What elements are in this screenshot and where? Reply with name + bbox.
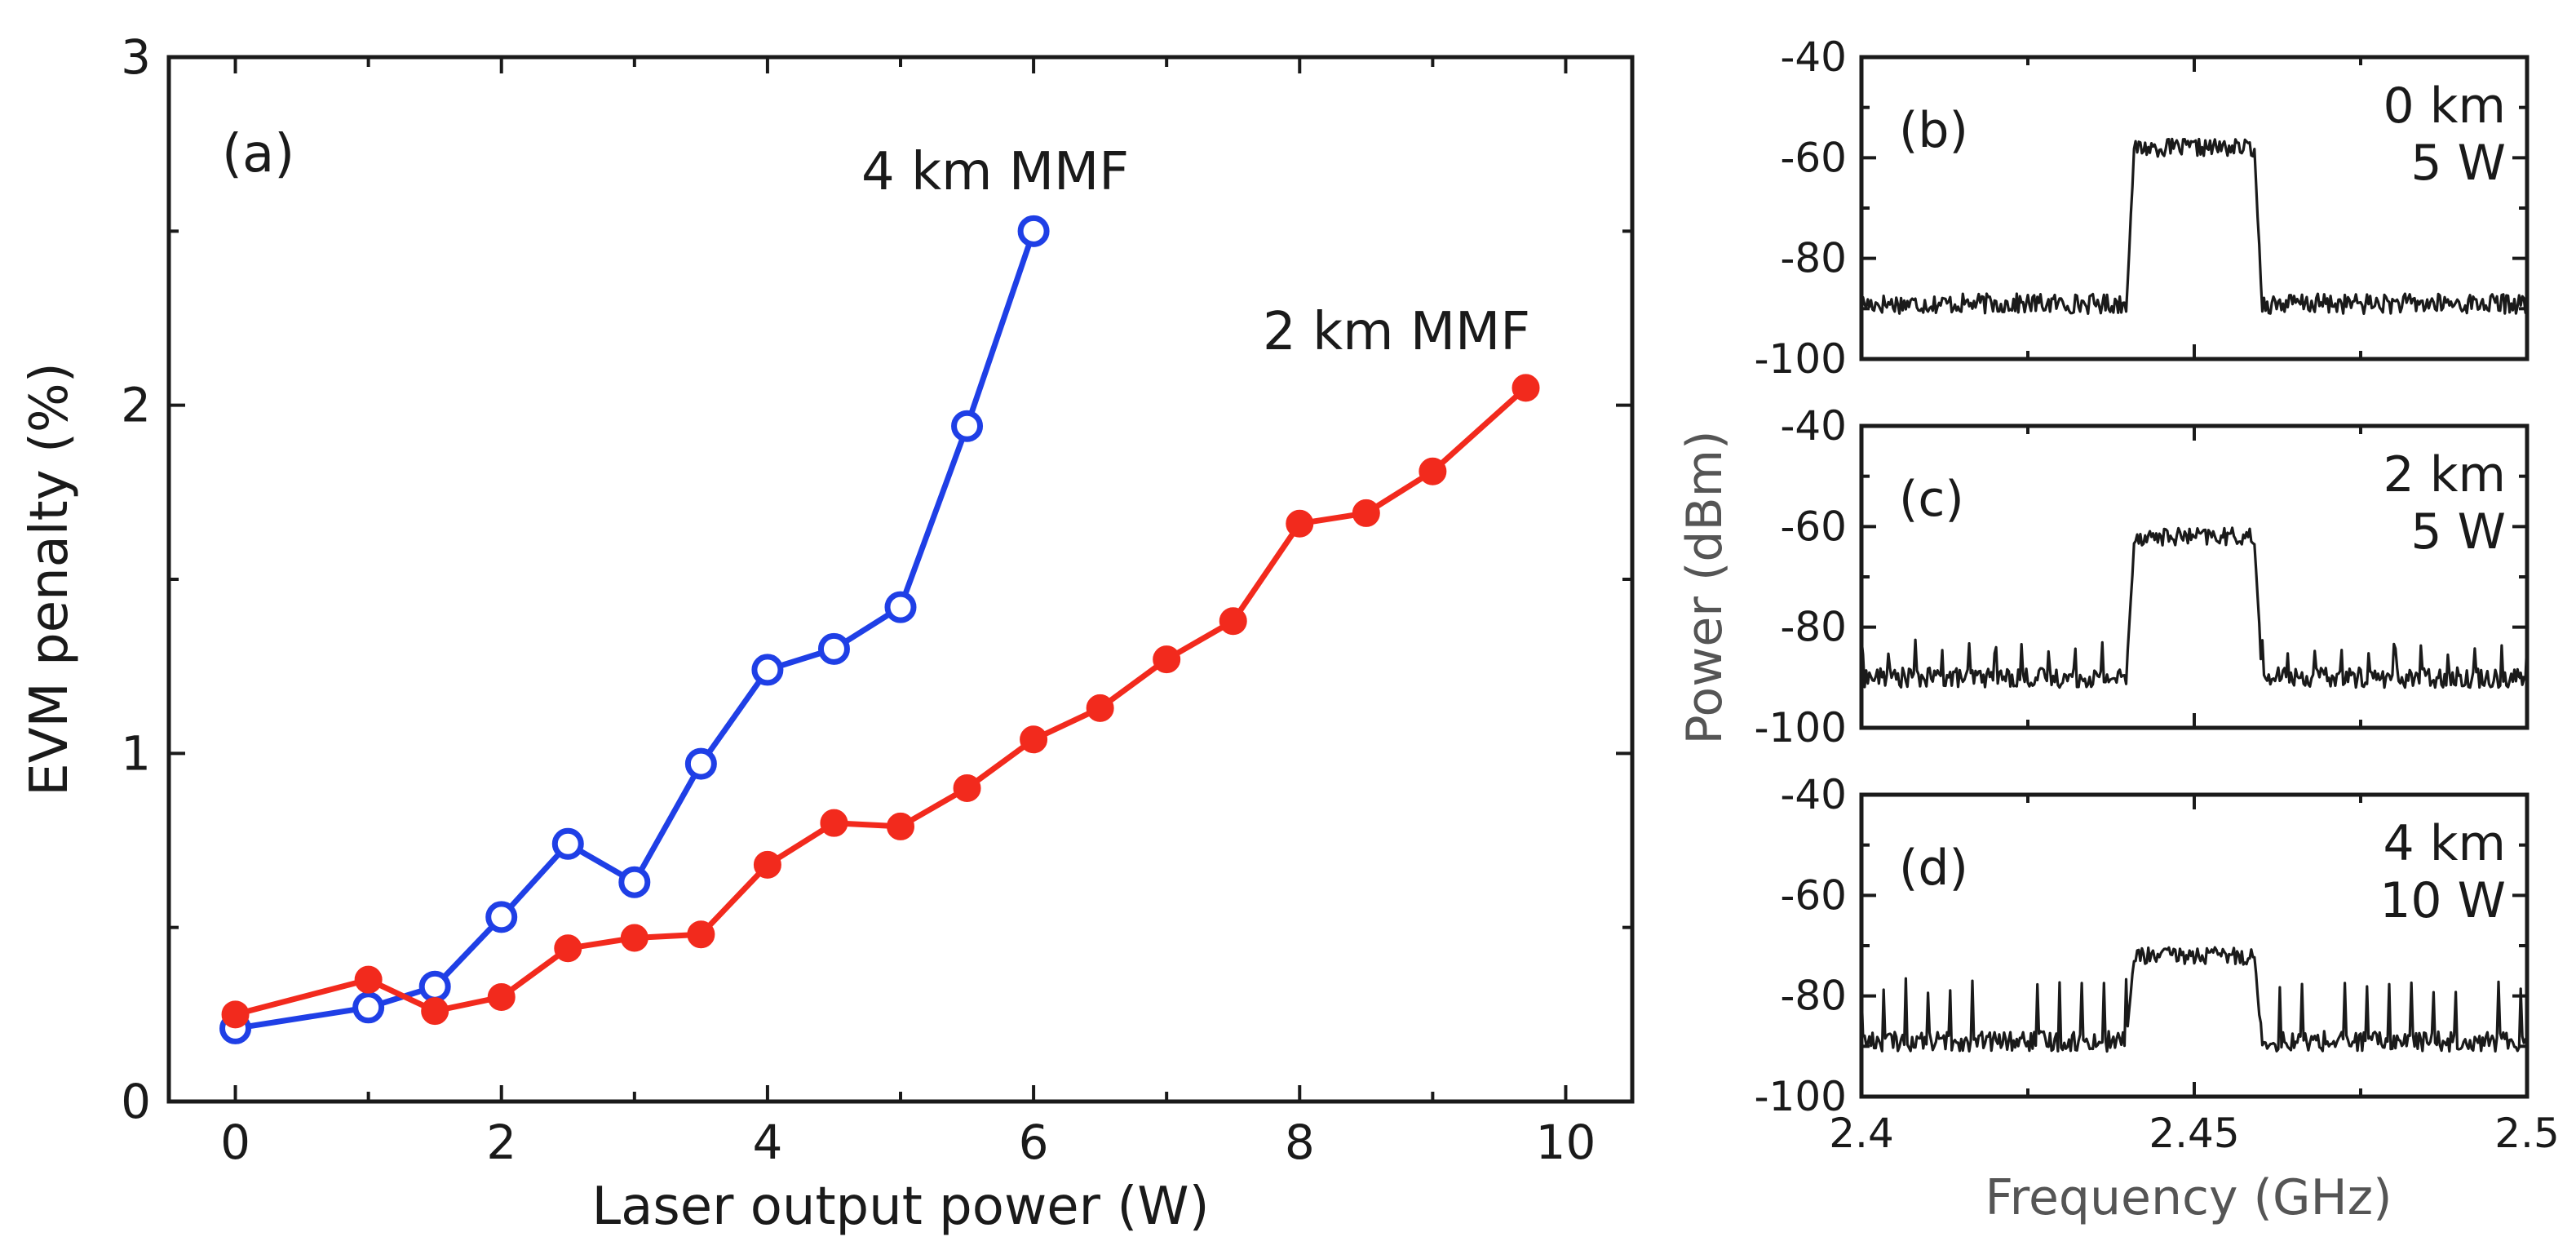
evm-y-axis-title: EVM penalty (%) [20, 362, 80, 796]
spectrum-y-tick-label: -60 [1780, 134, 1847, 181]
spectra-group: -40-60-80-100(b) 0 km5 W-40-60-80-100(c) 2… [1755, 33, 2560, 1157]
data-point [817, 632, 850, 665]
panel-a-tag: (a) [222, 124, 294, 184]
spectrum-y-tick-label: -60 [1780, 503, 1847, 550]
spectrum-trace [1860, 137, 2529, 315]
x-tick-label: 0 [220, 1115, 250, 1170]
spectrum-annotation-power: 5 W [2410, 135, 2506, 192]
spectra-y-axis-title: Power (dBm) [1676, 431, 1733, 745]
spectrum-y-tick-label: -100 [1755, 704, 1847, 751]
evm-axis-ticks: 0 2 4 6 8 10 0 1 2 3 [121, 29, 1632, 1170]
spectrum-panel-tag: (c) [1899, 471, 1964, 528]
spectrum-annotation-distance: 4 km [2383, 815, 2506, 872]
data-point [1086, 694, 1114, 722]
data-point [487, 983, 516, 1011]
evm-x-axis-title: Laser output power (W) [591, 1177, 1209, 1237]
y-tick-label: 0 [121, 1074, 151, 1129]
evm-series-group [219, 215, 1540, 1044]
spectrum-annotation-power: 5 W [2410, 503, 2506, 561]
evm-plot-frame [166, 55, 1635, 1104]
data-point [884, 591, 917, 623]
data-point [551, 827, 584, 860]
spectrum-x-tick-label: 2.4 [1829, 1110, 1894, 1157]
series-label-2km: 2 km MMF [1263, 302, 1530, 362]
data-point [753, 850, 781, 879]
data-point [354, 965, 383, 994]
y-tick-label: 3 [121, 29, 151, 85]
data-point [1017, 215, 1050, 247]
spectrum-panel-c: -40 -60 -80 -100 (c) 2 km5 W [1755, 402, 2530, 751]
spectrum-panel-tag: (b) [1899, 102, 1968, 159]
spectrum-annotation-power: 10 W [2379, 872, 2506, 929]
data-point [620, 924, 648, 952]
data-point [1286, 509, 1314, 538]
data-point [421, 997, 449, 1026]
spectrum-y-tick-label: -100 [1755, 335, 1847, 383]
data-point [684, 747, 717, 780]
x-tick-label: 10 [1536, 1115, 1596, 1170]
data-point [1153, 645, 1181, 674]
series-2km-mmf [221, 374, 1540, 1029]
spectrum-annotation-distance: 0 km [2383, 78, 2506, 135]
data-point [485, 901, 518, 933]
data-point [1352, 499, 1380, 527]
spectrum-annotation-distance: 2 km [2383, 446, 2506, 503]
series-line [234, 385, 1528, 1017]
data-point [554, 934, 582, 963]
data-point [1219, 607, 1247, 636]
spectrum-y-tick-label: -80 [1780, 973, 1847, 1020]
x-tick-label: 8 [1285, 1115, 1315, 1170]
data-point [418, 970, 451, 1003]
spectrum-trace [1860, 526, 2529, 689]
data-point [820, 809, 848, 837]
data-point [687, 920, 715, 949]
y-tick-label: 2 [121, 378, 151, 433]
x-tick-label: 4 [752, 1115, 782, 1170]
spectra-x-axis-title: Frequency (GHz) [1985, 1169, 2392, 1226]
data-point [953, 774, 981, 802]
spectrum-y-tick-label: -100 [1755, 1073, 1847, 1120]
spectrum-y-tick-label: -40 [1780, 33, 1847, 81]
series-line [234, 230, 1037, 1031]
data-point [751, 654, 784, 686]
spectrum-y-tick-label: -80 [1780, 604, 1847, 651]
data-point [951, 410, 984, 442]
data-point [618, 866, 651, 898]
data-point [1419, 457, 1447, 485]
data-point [1512, 374, 1540, 402]
data-point [887, 812, 914, 840]
x-tick-label: 6 [1019, 1115, 1049, 1170]
y-tick-label: 1 [121, 725, 151, 781]
spectrum-x-tick-label: 2.5 [2494, 1110, 2560, 1157]
data-point [1020, 725, 1048, 754]
spectrum-trace [1860, 946, 2528, 1053]
data-point [352, 991, 385, 1024]
spectrum-x-tick-label: 2.45 [2149, 1110, 2239, 1157]
spectrum-y-tick-label: -80 [1780, 235, 1847, 282]
spectrum-y-tick-label: -40 [1780, 402, 1847, 450]
x-tick-label: 2 [486, 1115, 516, 1170]
spectrum-y-tick-label: -40 [1780, 771, 1847, 818]
spectrum-panel-b: -40 -60 -80 -100 (b) 0 km5 W [1755, 33, 2530, 383]
spectrum-y-tick-label: -60 [1780, 871, 1847, 919]
series-4km-mmf [219, 215, 1050, 1044]
spectrum-panel-tag: (d) [1899, 840, 1968, 897]
series-label-4km: 4 km MMF [861, 142, 1129, 202]
data-point [221, 1000, 250, 1029]
